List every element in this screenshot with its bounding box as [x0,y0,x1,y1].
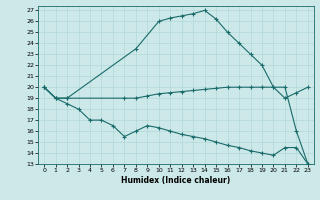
X-axis label: Humidex (Indice chaleur): Humidex (Indice chaleur) [121,176,231,185]
